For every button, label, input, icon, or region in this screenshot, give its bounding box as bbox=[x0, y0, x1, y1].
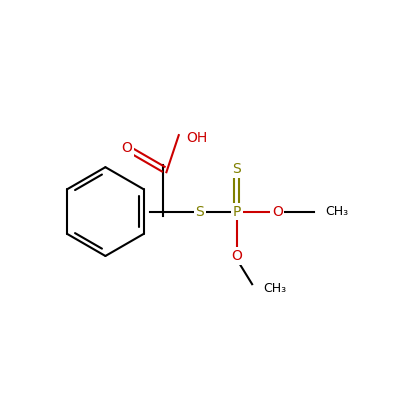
Text: OH: OH bbox=[186, 131, 208, 145]
Text: CH₃: CH₃ bbox=[263, 282, 286, 295]
Text: O: O bbox=[272, 204, 283, 218]
Text: S: S bbox=[196, 204, 204, 218]
Text: O: O bbox=[121, 141, 132, 155]
Text: CH₃: CH₃ bbox=[326, 205, 349, 218]
Text: O: O bbox=[231, 249, 242, 263]
Text: S: S bbox=[232, 162, 241, 176]
Text: P: P bbox=[232, 204, 241, 218]
